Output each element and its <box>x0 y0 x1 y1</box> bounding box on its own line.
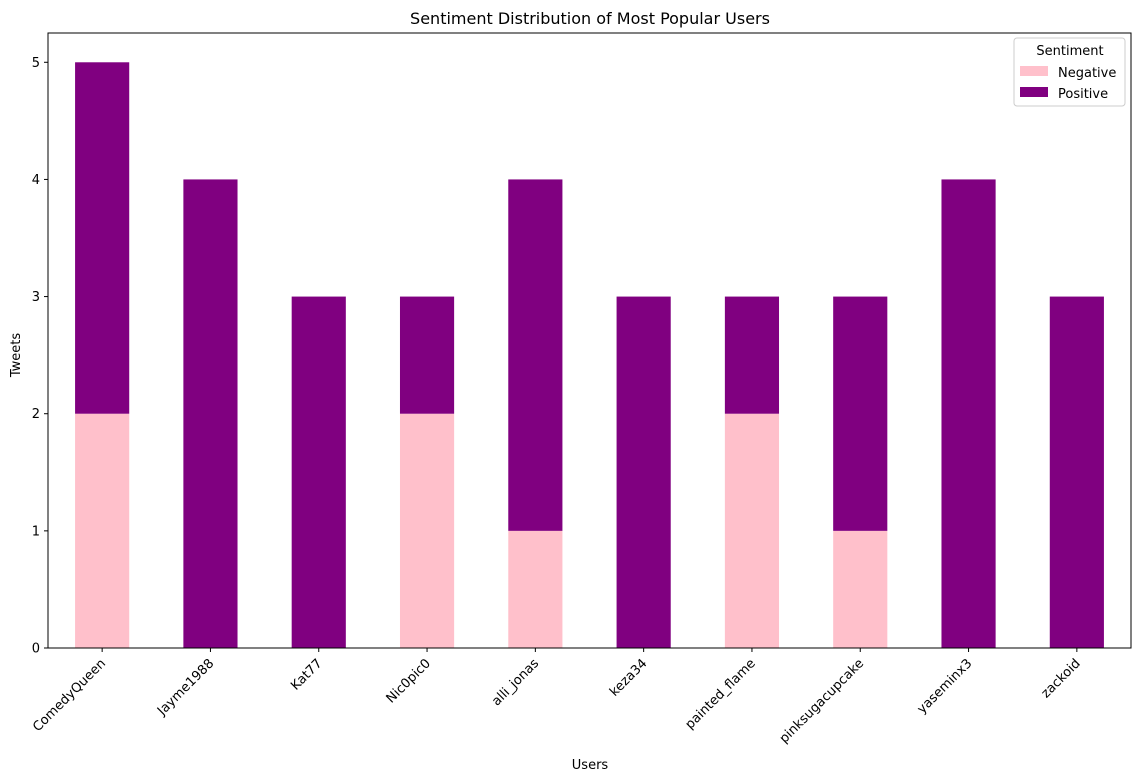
y-axis: 0 1 2 3 4 5 <box>32 56 48 657</box>
x-tick-label: Jayme1988 <box>154 656 217 719</box>
bar-positive-8 <box>941 179 996 648</box>
x-tick-label: pinksugacupcake <box>777 656 867 746</box>
bar-positive-7 <box>833 296 888 531</box>
bar-positive-6 <box>724 296 780 414</box>
x-tick-label: Kat77 <box>288 656 325 693</box>
y-tick-label: 4 <box>32 173 40 188</box>
bar-positive-3 <box>399 296 455 414</box>
bar-negative-4 <box>508 530 563 648</box>
bar-negative-6 <box>724 413 780 648</box>
legend-label-negative: Negative <box>1058 66 1116 81</box>
x-axis: ComedyQueen Jayme1988 Kat77 Nic0pic0 alli_jo… <box>30 648 1084 747</box>
y-tick-label: 5 <box>32 56 40 71</box>
plot-frame <box>47 32 1132 649</box>
bar-positive-1 <box>183 179 238 648</box>
chart-title: Sentiment Distribution of Most Popular U… <box>410 9 770 28</box>
bar-negative-3 <box>399 413 455 648</box>
legend-swatch-positive <box>1020 87 1048 97</box>
y-axis-label: Tweets <box>9 333 24 379</box>
bar-positive-2 <box>291 296 346 648</box>
y-tick-label: 2 <box>32 407 40 422</box>
legend-title: Sentiment <box>1036 44 1103 59</box>
bar-positive-9 <box>1049 296 1104 648</box>
x-tick-label: ComedyQueen <box>30 656 109 735</box>
y-tick-label: 1 <box>32 524 40 539</box>
bar-positive-0 <box>75 62 130 414</box>
x-tick-label: painted_flame <box>683 656 759 732</box>
x-axis-label: Users <box>572 758 609 773</box>
bar-negative-7 <box>833 530 888 648</box>
x-tick-label: yaseminx3 <box>915 656 976 717</box>
x-tick-label: keza34 <box>607 656 650 699</box>
bars <box>75 62 1104 648</box>
legend-label-positive: Positive <box>1058 87 1108 102</box>
y-tick-label: 3 <box>32 290 40 305</box>
bar-positive-5 <box>616 296 671 648</box>
x-tick-label: zackoid <box>1039 656 1084 701</box>
x-tick-label: Nic0pic0 <box>384 656 434 706</box>
legend: Sentiment Negative Positive <box>1013 37 1126 107</box>
bar-positive-4 <box>508 179 563 531</box>
y-tick-label: 0 <box>32 642 40 657</box>
bar-negative-0 <box>75 413 130 648</box>
x-tick-label: alli_jonas <box>489 656 542 709</box>
legend-swatch-negative <box>1020 66 1048 76</box>
